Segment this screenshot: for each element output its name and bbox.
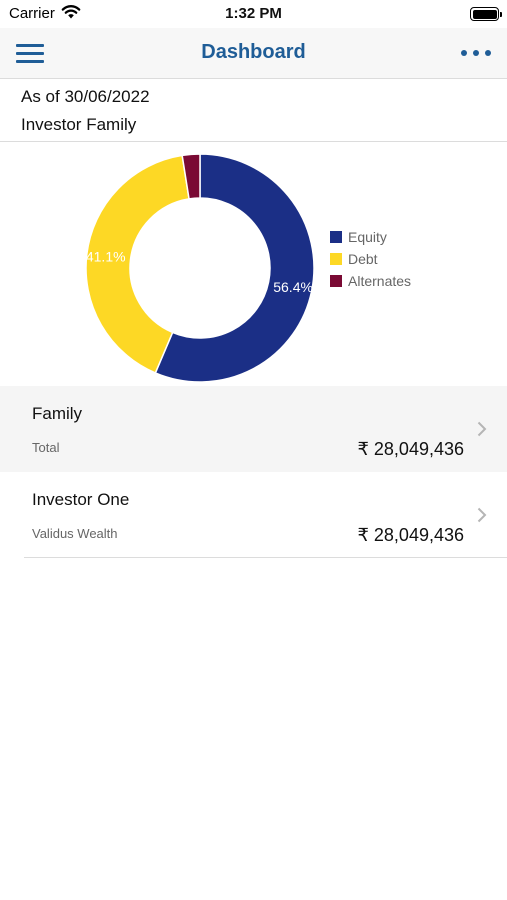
wifi-icon (61, 5, 81, 19)
row-subtitle: Total (32, 440, 60, 455)
allocation-chart: 56.4% 41.1% Equity Debt Alternates (0, 143, 507, 386)
status-bar: Carrier 1:32 PM (0, 0, 507, 28)
more-dots-icon[interactable] (459, 42, 493, 64)
row-name: Family (32, 404, 83, 423)
portfolio-header: As of 30/06/2022 Investor Family (0, 80, 507, 142)
legend-swatch-debt (330, 253, 342, 265)
row-amount: ₹ 28,049,436 (357, 525, 464, 545)
row-amount: ₹ 28,049,436 (357, 439, 464, 459)
investor-row[interactable]: Investor One Validus Wealth ₹ 28,049,436 (0, 472, 507, 558)
group-name: Investor Family (21, 115, 137, 134)
navigation-bar: Dashboard (0, 28, 507, 79)
as-of-date: As of 30/06/2022 (21, 87, 150, 106)
chevron-right-icon (477, 507, 487, 523)
donut-slice-equity (154, 153, 315, 383)
legend-swatch-alternates (330, 275, 342, 287)
allocation-donut-chart: 56.4% 41.1% Equity Debt Alternates (85, 153, 411, 383)
data-label-equity: 56.4% (273, 279, 313, 295)
family-summary-row[interactable]: Family Total ₹ 28,049,436 (0, 386, 507, 472)
row-subtitle: Validus Wealth (32, 526, 118, 541)
legend-label-alternates: Alternates (348, 273, 411, 289)
legend-label-debt: Debt (348, 251, 378, 267)
data-label-debt: 41.1% (86, 248, 126, 264)
battery-icon (470, 7, 502, 21)
legend-swatch-equity (330, 231, 342, 243)
row-divider (24, 557, 507, 558)
donut-slice-debt (85, 154, 190, 374)
donut-slice-alternates (181, 153, 201, 200)
page-title: Dashboard (201, 41, 306, 63)
chevron-right-icon (477, 421, 487, 437)
hamburger-menu-icon[interactable] (14, 41, 46, 67)
carrier-label: Carrier (9, 5, 55, 22)
clock-time: 1:32 PM (225, 5, 282, 22)
row-name: Investor One (32, 490, 130, 509)
legend-label-equity: Equity (348, 229, 387, 245)
